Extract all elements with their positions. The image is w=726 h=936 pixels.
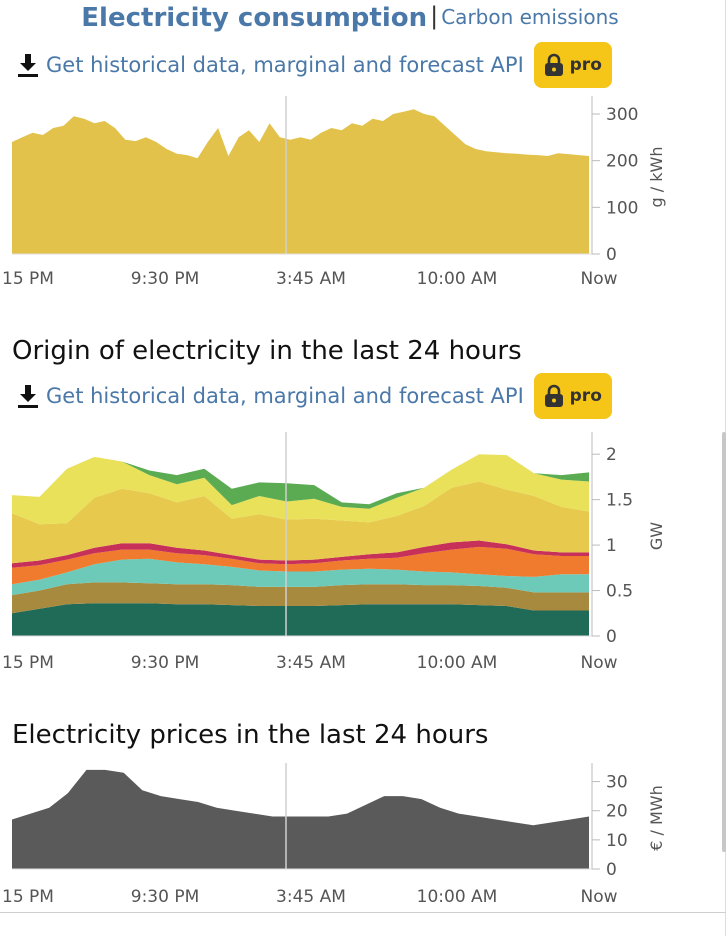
lock-icon xyxy=(544,384,563,407)
series-area-4 xyxy=(12,540,589,568)
lock-icon xyxy=(544,53,563,76)
bottom-divider xyxy=(0,912,726,913)
x-tick-label: 15 PM xyxy=(2,887,54,907)
pro-badge[interactable]: pro xyxy=(533,42,612,88)
area-path xyxy=(12,109,589,254)
series-area-2 xyxy=(12,558,589,596)
area-path xyxy=(12,769,589,869)
x-tick-label: 9:30 PM xyxy=(131,887,200,907)
x-tick-label: 10:00 AM xyxy=(417,887,498,907)
x-tick-label: 3:45 AM xyxy=(276,653,346,673)
x-tick-label: 3:45 AM xyxy=(276,887,346,907)
download-icon xyxy=(18,385,38,408)
tab-electricity-consumption[interactable]: Electricity consumption xyxy=(81,3,428,33)
x-tick-label: Now xyxy=(580,653,617,673)
y-tick-label: 20 xyxy=(606,802,628,822)
y-tick-label: 1 xyxy=(606,536,617,556)
series-area-1 xyxy=(12,582,589,614)
x-tick-label: Now xyxy=(580,887,617,907)
y-tick-label: 2 xyxy=(606,445,617,465)
y-axis-unit-label: g / kWh xyxy=(647,147,666,208)
y-tick-label: 0 xyxy=(606,860,617,880)
metric-tabs: Electricity consumption | Carbon emissions xyxy=(0,2,700,33)
series-area-5 xyxy=(12,481,589,564)
y-tick-label: 10 xyxy=(606,831,628,851)
scrollbar[interactable] xyxy=(722,432,726,852)
tab-carbon-emissions[interactable]: Carbon emissions xyxy=(441,5,619,29)
y-tick-label: 200 xyxy=(606,152,638,172)
x-tick-label: 10:00 AM xyxy=(417,653,498,673)
x-tick-label: Now xyxy=(580,269,617,289)
pro-badge[interactable]: pro xyxy=(533,373,612,419)
x-tick-label: 3:45 AM xyxy=(276,269,346,289)
x-tick-label: 9:30 PM xyxy=(131,653,200,673)
x-tick-label: 15 PM xyxy=(2,653,54,673)
y-tick-label: 30 xyxy=(606,773,628,793)
series-area-0 xyxy=(12,603,589,636)
download-icon xyxy=(18,54,38,77)
y-tick-label: 100 xyxy=(606,198,638,218)
x-tick-label: 15 PM xyxy=(2,269,54,289)
y-tick-label: 0 xyxy=(606,245,617,265)
y-tick-label: 0 xyxy=(606,627,617,647)
series-area-3 xyxy=(12,546,589,585)
series-area-6 xyxy=(12,454,589,525)
y-tick-label: 1.5 xyxy=(606,491,633,511)
pro-label: pro xyxy=(569,55,602,75)
x-tick-label: 10:00 AM xyxy=(417,269,498,289)
api-row-1: Get historical data, marginal and foreca… xyxy=(16,42,612,88)
y-axis-unit-label: GW xyxy=(647,522,666,550)
prices-section-title: Electricity prices in the last 24 hours xyxy=(12,720,489,750)
carbon-intensity-chart: 300 200 100 0 g / kWh 15 PM 9:30 PM 3:45 AM 10:0… xyxy=(2,96,666,289)
api-link[interactable]: Get historical data, marginal and foreca… xyxy=(46,384,524,408)
pro-label: pro xyxy=(569,386,602,406)
y-tick-label: 300 xyxy=(606,105,638,125)
origin-stacked-chart: 2 1.5 1 0.5 0 GW 15 PM 9:30 PM 3:45 AM 10:00 AM No… xyxy=(2,432,666,673)
tab-separator: | xyxy=(430,2,439,30)
api-row-2: Get historical data, marginal and foreca… xyxy=(16,373,612,419)
x-tick-label: 9:30 PM xyxy=(131,269,200,289)
y-tick-label: 0.5 xyxy=(606,582,633,602)
api-link[interactable]: Get historical data, marginal and foreca… xyxy=(46,53,524,77)
y-axis-unit-label: € / MWh xyxy=(647,785,666,851)
series-area-7 xyxy=(12,454,589,509)
prices-chart: 30 20 10 0 € / MWh 15 PM 9:30 PM 3:45 AM 10:00 A… xyxy=(2,763,666,907)
origin-section-title: Origin of electricity in the last 24 hou… xyxy=(12,336,522,366)
